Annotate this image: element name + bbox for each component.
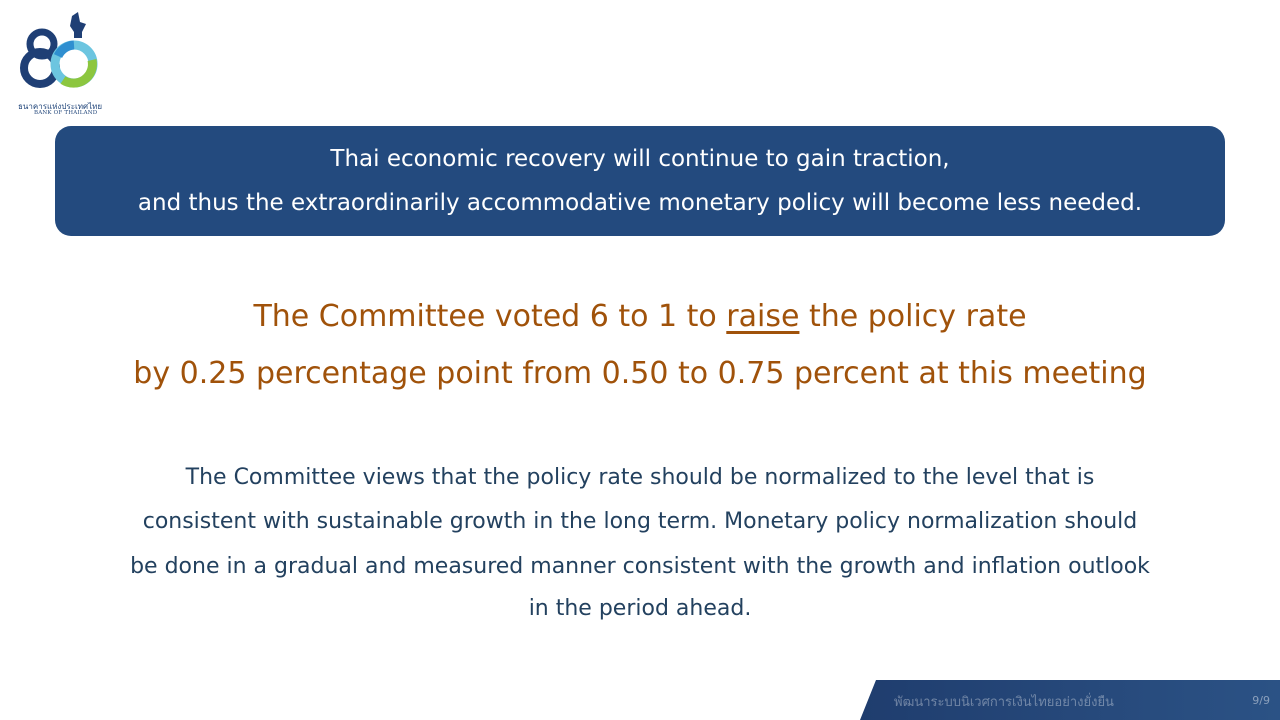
paragraph-line-2: consistent with sustainable growth in th…	[142, 509, 1138, 534]
decision-emphasis-raise: raise	[726, 299, 800, 334]
decision-text-after: the policy rate	[799, 299, 1027, 334]
logo-thai-name: ธนาคารแห่งประเทศไทย	[18, 102, 103, 111]
decision-text-before: The Committee voted 6 to 1 to	[253, 299, 727, 334]
decision-line-1: The Committee voted 6 to 1 to raise the …	[0, 297, 1280, 337]
paragraph-line-4: in the period ahead.	[528, 596, 752, 621]
eighty-emblem-icon	[20, 12, 98, 88]
banner-line-2: and thus the extraordinarily accommodati…	[137, 190, 1143, 216]
bank-of-thailand-logo: ธนาคารแห่งประเทศไทย BANK OF THAILAND	[8, 8, 108, 116]
paragraph-line-1: The Committee views that the policy rate…	[185, 465, 1095, 490]
decision-line-2: by 0.25 percentage point from 0.50 to 0.…	[133, 356, 1147, 391]
footer-slogan: พัฒนาระบบนิเวศการเงินไทยอย่างยั่งยืน	[894, 695, 1114, 710]
banner-line-1: Thai economic recovery will continue to …	[330, 146, 950, 172]
paragraph-line-3: be done in a gradual and measured manner…	[130, 554, 1150, 579]
footer-bar: พัฒนาระบบนิเวศการเงินไทยอย่างยั่งยืน 9/9	[860, 680, 1280, 720]
headline-banner: Thai economic recovery will continue to …	[55, 126, 1225, 236]
logo-english-name: BANK OF THAILAND	[34, 110, 98, 116]
page-number: 9/9	[1252, 694, 1270, 707]
